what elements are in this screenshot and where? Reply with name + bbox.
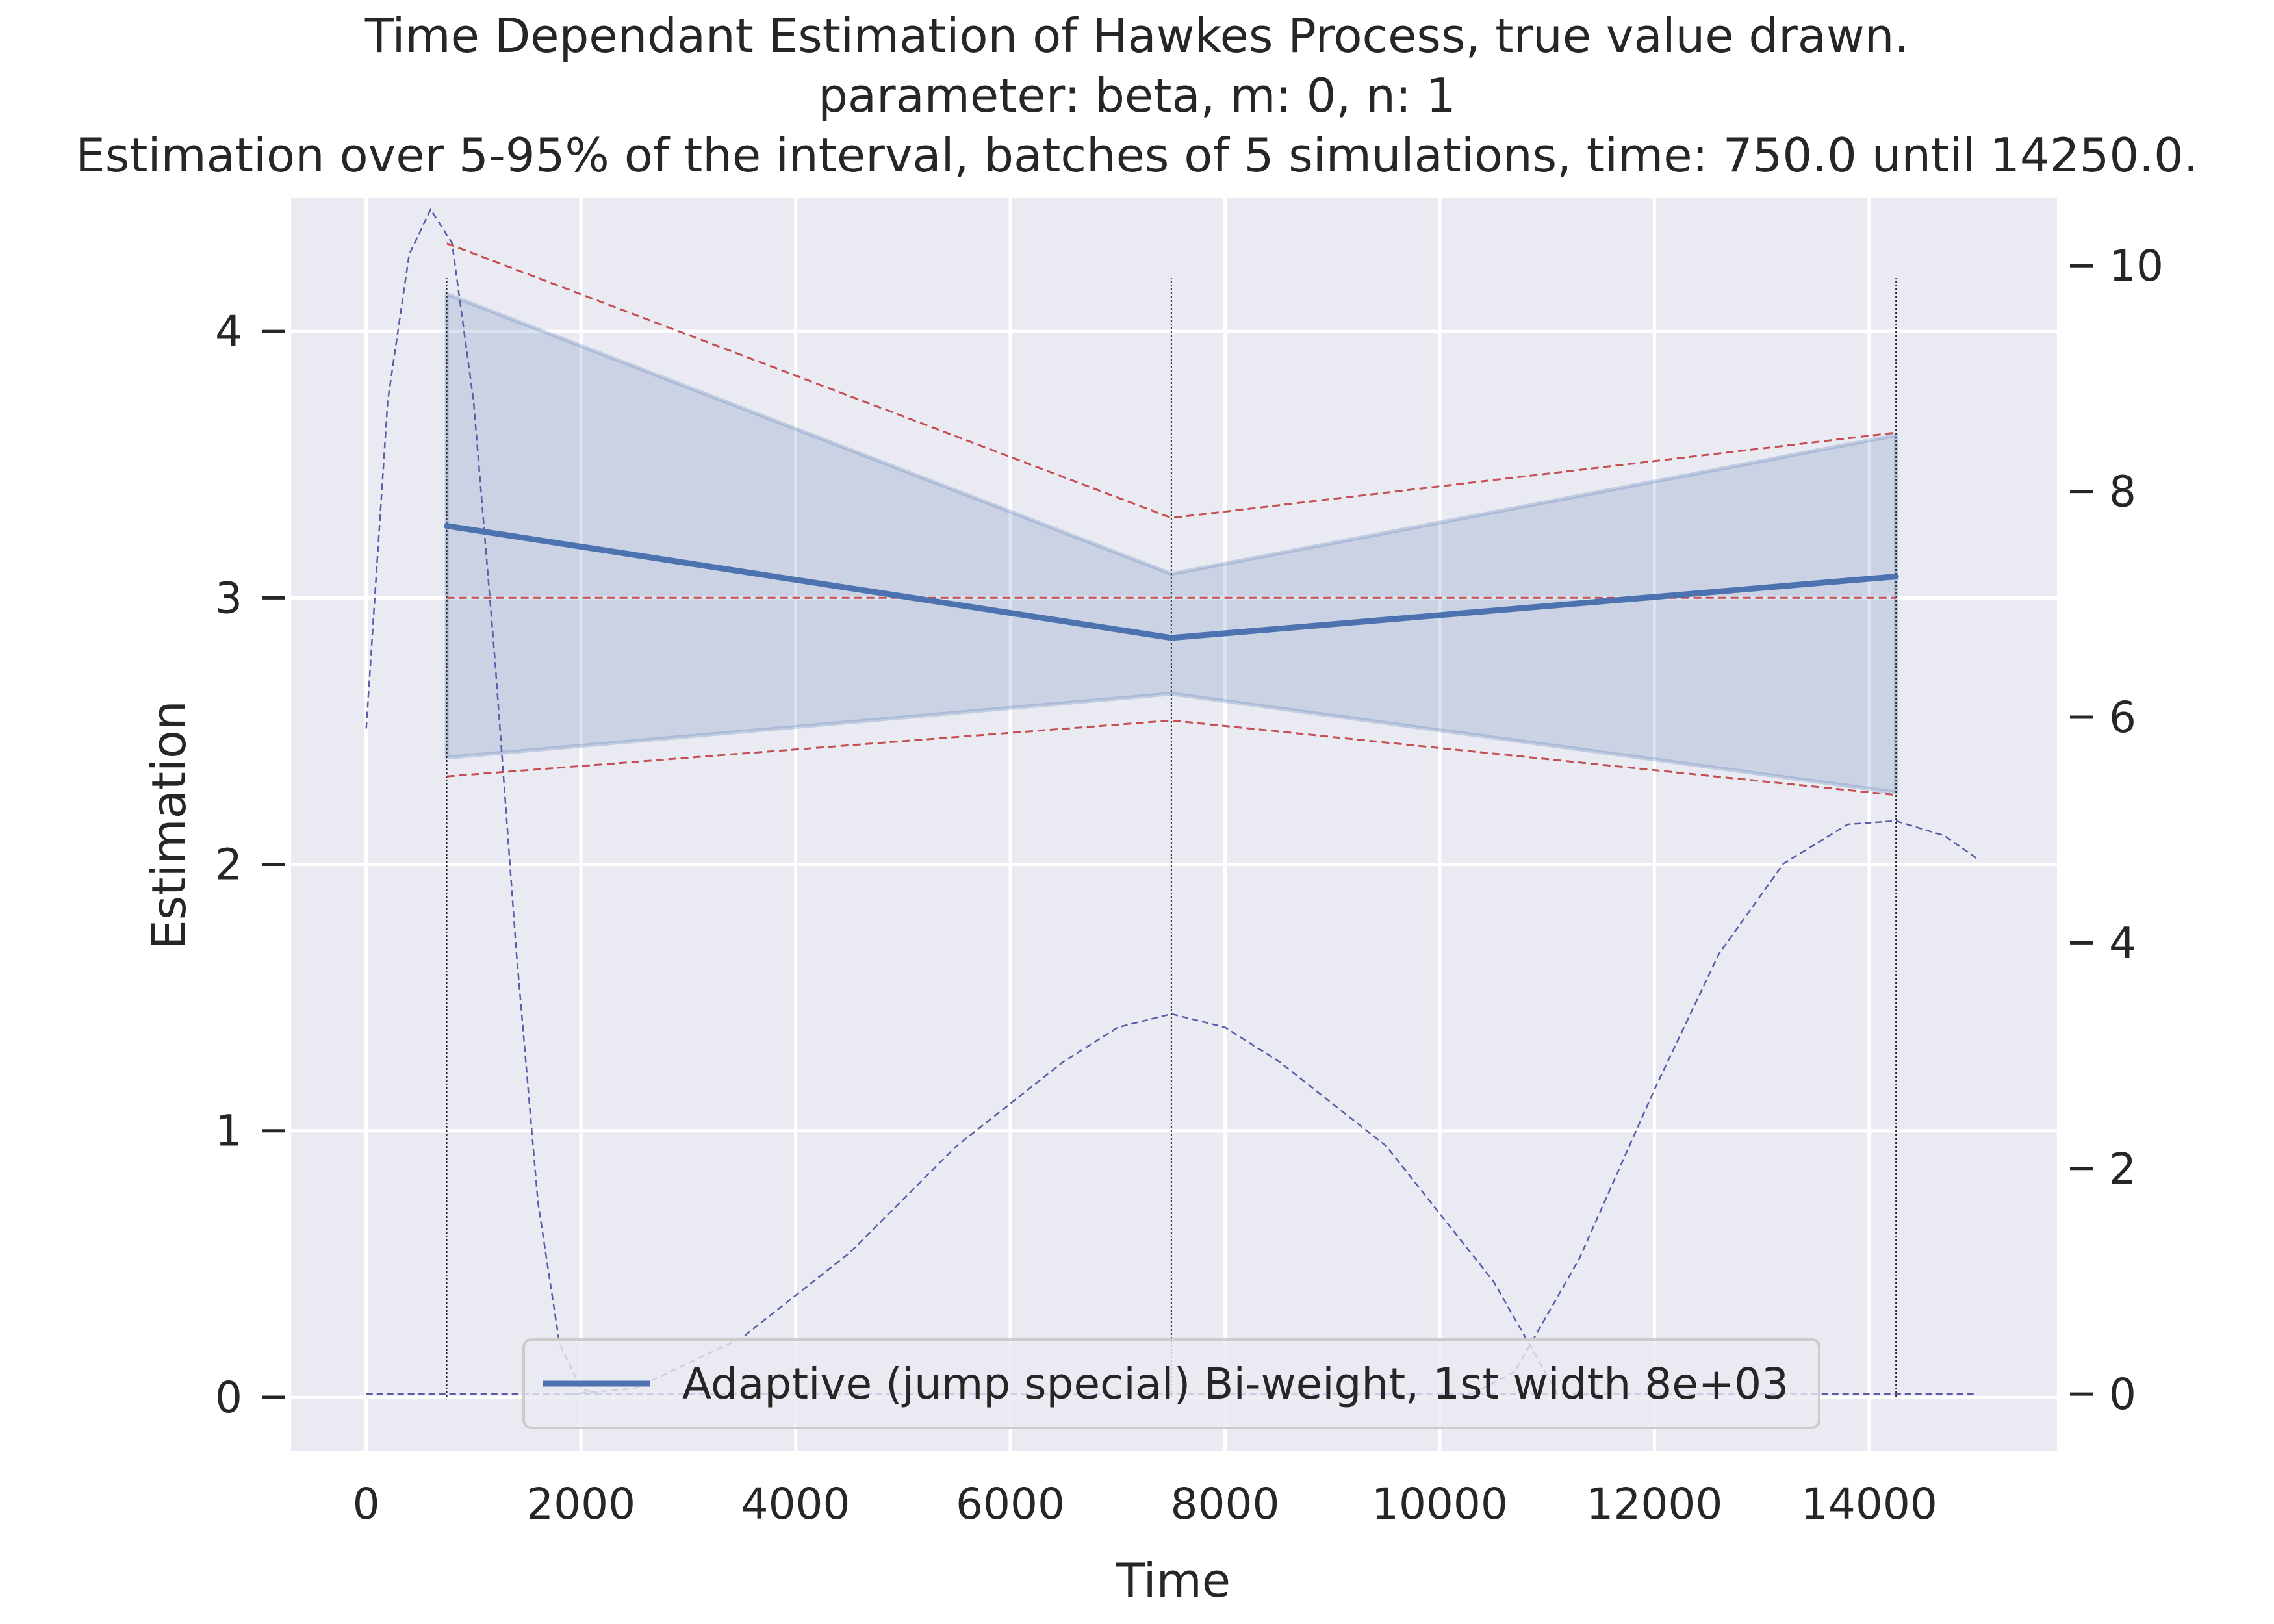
x-tick-label: 14000: [1801, 1479, 1937, 1529]
y-axis-label: Estimation: [142, 700, 196, 949]
title-line-3: Estimation over 5-95% of the interval, b…: [75, 128, 2198, 183]
y2-tick-label: 4: [2109, 918, 2136, 968]
y2-tick-label: 6: [2109, 692, 2136, 742]
plot-area: [291, 198, 2057, 1451]
series-line: [444, 523, 1899, 641]
y2-tick-label: 2: [2109, 1144, 2136, 1194]
title-line-1: Time Dependant Estimation of Hawkes Proc…: [364, 8, 1910, 63]
kernel-curve: [570, 1013, 1559, 1395]
y2-tick-label: 8: [2109, 467, 2136, 517]
legend-box: [522, 1338, 1820, 1429]
x-tick-label: 6000: [956, 1479, 1065, 1529]
red-dashed-line: [446, 719, 1897, 796]
legend-label: Adaptive (jump special) Bi-weight, 1st w…: [682, 1359, 1789, 1409]
x-tick-label: 0: [353, 1479, 380, 1529]
x-axis-label: Time: [1116, 1553, 1231, 1608]
kernel-curve: [1471, 820, 1977, 1395]
x-tick-label: 4000: [741, 1479, 850, 1529]
y-tick-label: 2: [215, 840, 242, 890]
x-tick-label: 10000: [1372, 1479, 1508, 1529]
title-line-2: parameter: beta, m: 0, n: 1: [818, 68, 1456, 123]
y-tick-label: 0: [215, 1373, 242, 1423]
legend: Adaptive (jump special) Bi-weight, 1st w…: [522, 1338, 1820, 1429]
red-dashed-line: [446, 242, 1897, 519]
chart-title: Time Dependant Estimation of Hawkes Proc…: [75, 8, 2198, 183]
y-tick-label: 1: [215, 1106, 242, 1156]
y2-tick-label: 10: [2109, 241, 2164, 291]
x-tick-label: 12000: [1586, 1479, 1722, 1529]
y2-tick-label: 0: [2109, 1369, 2136, 1419]
x-tick-label: 2000: [526, 1479, 635, 1529]
y-tick-label: 3: [215, 573, 242, 623]
x-tick-label: 8000: [1170, 1479, 1279, 1529]
axes: 0 1 2 3 4 0 2 4 6 8 10 0 2000 4000 6000 8000 10000 12000 1…: [215, 241, 2164, 1529]
y-tick-label: 4: [215, 307, 242, 357]
